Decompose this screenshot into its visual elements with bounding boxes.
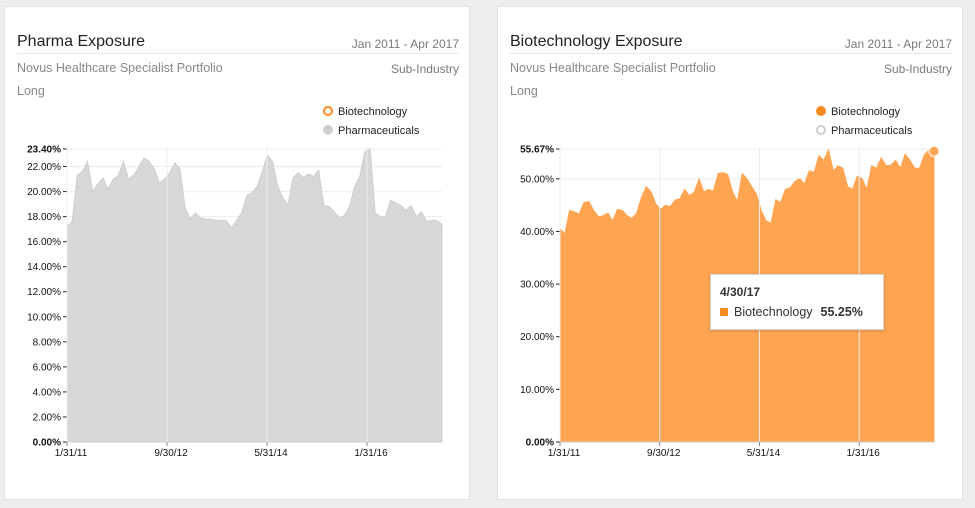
x-tick-label: 1/31/11: [548, 448, 581, 459]
legend-marker-biotechnology-icon: [816, 106, 826, 116]
card-title: Biotechnology Exposure: [510, 33, 683, 50]
x-tick-label: 5/31/14: [254, 448, 288, 459]
y-tick-label: 0.00%: [526, 438, 554, 449]
tooltip-value: 55.25%: [820, 305, 863, 319]
x-tick-label: 1/31/16: [354, 448, 388, 459]
hover-point-marker: [928, 145, 940, 157]
y-tick-label: 50.00%: [520, 174, 554, 185]
legend-marker-pharmaceuticals-icon: [323, 125, 333, 135]
grouping-label: Sub-Industry: [390, 62, 459, 76]
legend-label: Biotechnology: [338, 106, 408, 118]
legend-item-biotechnology[interactable]: Biotechnology: [816, 106, 912, 125]
legend-item-pharmaceuticals[interactable]: Pharmaceuticals: [816, 125, 912, 144]
y-tick-label: 55.67%: [520, 145, 554, 156]
side-label: Long: [510, 84, 538, 98]
tooltip-swatch-icon: [720, 308, 728, 316]
x-tick-label: 9/30/12: [154, 448, 188, 459]
y-tick-label: 0.00%: [33, 438, 61, 449]
legend-item-pharmaceuticals[interactable]: Pharmaceuticals: [323, 125, 419, 144]
y-tick-label: 23.40%: [27, 145, 61, 156]
y-tick-label: 30.00%: [520, 280, 554, 291]
chart-tooltip: 4/30/17 Biotechnology 55.25%: [710, 274, 884, 330]
y-tick-label: 18.00%: [27, 212, 61, 223]
y-tick-label: 2.00%: [33, 412, 61, 423]
chart-legend: Biotechnology Pharmaceuticals: [816, 106, 912, 144]
y-tick-label: 4.00%: [33, 387, 61, 398]
legend-label: Biotechnology: [831, 106, 901, 118]
title-divider: [510, 53, 952, 54]
x-tick-label: 9/30/12: [647, 448, 681, 459]
legend-marker-biotechnology-icon: [323, 106, 333, 116]
y-tick-label: 12.00%: [27, 287, 61, 298]
card-title: Pharma Exposure: [17, 33, 146, 50]
x-tick-label: 1/31/11: [55, 448, 88, 459]
legend-label: Pharmaceuticals: [831, 125, 913, 137]
y-tick-label: 8.00%: [33, 337, 61, 348]
y-tick-label: 40.00%: [520, 227, 554, 238]
legend-marker-pharmaceuticals-icon: [816, 125, 826, 135]
portfolio-name: Novus Healthcare Specialist Portfolio: [17, 61, 223, 75]
pharma-exposure-card: Pharma Exposure Jan 2011 - Apr 2017 Novu…: [4, 6, 470, 500]
biotechnology-exposure-card: Biotechnology Exposure Jan 2011 - Apr 20…: [497, 6, 963, 500]
y-tick-label: 20.00%: [27, 187, 61, 198]
y-tick-label: 20.00%: [520, 332, 554, 343]
portfolio-name: Novus Healthcare Specialist Portfolio: [510, 61, 716, 75]
tooltip-date: 4/30/17: [720, 285, 761, 299]
x-tick-label: 1/31/16: [847, 448, 881, 459]
side-label: Long: [17, 84, 45, 98]
date-range: Jan 2011 - Apr 2017: [351, 37, 459, 51]
y-tick-label: 10.00%: [27, 312, 61, 323]
legend-item-biotechnology[interactable]: Biotechnology: [323, 106, 419, 125]
pharma-area-chart[interactable]: 0.00% 2.00% 4.00% 6.00% 8.00% 10.00% 12.00% 14.…: [5, 137, 469, 467]
legend-label: Pharmaceuticals: [338, 125, 420, 137]
pharmaceuticals-area: [66, 148, 443, 443]
tooltip-series: Biotechnology: [734, 305, 813, 319]
y-tick-label: 14.00%: [27, 262, 61, 273]
y-tick-label: 6.00%: [33, 362, 61, 373]
y-tick-label: 16.00%: [27, 237, 61, 248]
title-divider: [17, 53, 459, 54]
date-range: Jan 2011 - Apr 2017: [844, 37, 952, 51]
y-tick-label: 10.00%: [520, 385, 554, 396]
y-tick-label: 22.00%: [27, 162, 61, 173]
chart-legend: Biotechnology Pharmaceuticals: [323, 106, 419, 144]
grouping-label: Sub-Industry: [883, 62, 952, 76]
tooltip-row: Biotechnology 55.25%: [720, 305, 863, 319]
x-tick-label: 5/31/14: [747, 448, 781, 459]
